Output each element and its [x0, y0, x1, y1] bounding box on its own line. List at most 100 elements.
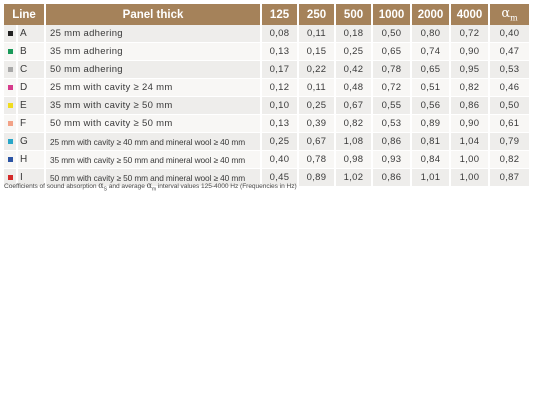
value-250: 0,11	[299, 25, 337, 43]
value-2000: 0,81	[412, 133, 452, 151]
panel-description: 50 mm adhering	[46, 61, 263, 79]
line-swatch-cell	[4, 169, 18, 187]
table-header-row: Line Panel thick 125 250 500 1000 2000 4…	[4, 4, 530, 25]
caption-alpha-s: α	[98, 181, 104, 190]
line-swatch-cell	[4, 25, 18, 43]
panel-description: 25 mm adhering	[46, 25, 263, 43]
panel-description: 35 mm with cavity ≥ 50 mm	[46, 97, 263, 115]
table-row: F 50 mm with cavity ≥ 50 mm 0,13 0,39 0,82 0,…	[4, 115, 530, 133]
caption-part1: Coefficients of sound absorption	[4, 183, 99, 190]
alpha-m-value: 0,53	[490, 61, 530, 79]
alpha-m-value: 0,87	[490, 169, 530, 187]
value-250: 0,25	[299, 97, 337, 115]
absorption-table-sheet: Line Panel thick 125 250 500 1000 2000 4…	[4, 4, 530, 187]
header-line: Line	[4, 4, 47, 25]
value-250: 0,67	[299, 133, 337, 151]
caption-sub-s: S	[103, 186, 107, 193]
value-1000: 0,55	[373, 97, 413, 115]
value-125: 0,12	[262, 79, 300, 97]
value-250: 0,22	[299, 61, 337, 79]
panel-description: 35 mm adhering	[46, 43, 263, 61]
value-125: 0,13	[262, 43, 300, 61]
line-color-swatch	[7, 156, 13, 162]
header-alpha-m: αm	[490, 4, 530, 25]
alpha-m-value: 0,47	[490, 43, 530, 61]
value-4000: 0,95	[451, 61, 491, 79]
value-250: 0,15	[299, 43, 337, 61]
value-4000: 0,82	[451, 79, 491, 97]
value-1000: 0,93	[373, 151, 413, 169]
value-1000: 0,72	[373, 79, 413, 97]
value-500: 1,02	[336, 169, 374, 187]
header-250: 250	[299, 4, 337, 25]
value-500: 0,25	[336, 43, 374, 61]
value-2000: 0,65	[412, 61, 452, 79]
alpha-m-value: 0,61	[490, 115, 530, 133]
table-row: B 35 mm adhering 0,13 0,15 0,25 0,65 0,74 0,90 0…	[4, 43, 530, 61]
header-1000: 1000	[373, 4, 413, 25]
caption-part3: interval values 125-4000 Hz (Frequencies…	[156, 183, 297, 190]
line-color-swatch	[7, 102, 13, 108]
alpha-m-value: 0,40	[490, 25, 530, 43]
value-250: 0,39	[299, 115, 337, 133]
value-4000: 1,00	[451, 151, 491, 169]
value-125: 0,17	[262, 61, 300, 79]
line-color-swatch	[7, 120, 13, 126]
value-500: 0,18	[336, 25, 374, 43]
line-color-swatch	[7, 30, 13, 36]
header-panel-thick: Panel thick	[46, 4, 263, 25]
value-2000: 0,80	[412, 25, 452, 43]
value-500: 0,67	[336, 97, 374, 115]
caption-part2: and average	[106, 183, 147, 190]
value-1000: 0,86	[373, 169, 413, 187]
panel-description: 50 mm with cavity ≥ 50 mm	[46, 115, 263, 133]
line-letter: F	[18, 115, 47, 133]
line-swatch-cell	[4, 151, 18, 169]
line-color-swatch	[7, 84, 13, 90]
value-250: 0,11	[299, 79, 337, 97]
header-2000: 2000	[412, 4, 452, 25]
line-letter: C	[18, 61, 47, 79]
value-4000: 1,00	[451, 169, 491, 187]
value-2000: 0,74	[412, 43, 452, 61]
absorption-table: Line Panel thick 125 250 500 1000 2000 4…	[4, 4, 530, 187]
line-letter: I	[18, 169, 47, 187]
table-row: E 35 mm with cavity ≥ 50 mm 0,10 0,25 0,67 0,…	[4, 97, 530, 115]
alpha-subscript: m	[510, 13, 518, 23]
table-row: D 25 mm with cavity ≥ 24 mm 0,12 0,11 0,48 0,…	[4, 79, 530, 97]
table-body: A 25 mm adhering 0,08 0,11 0,18 0,50 0,80 0,72 0…	[4, 25, 530, 187]
value-4000: 0,86	[451, 97, 491, 115]
alpha-m-value: 0,46	[490, 79, 530, 97]
table-row: I 50 mm with cavity ≥ 50 mm and mineral w…	[4, 169, 530, 187]
value-500: 0,42	[336, 61, 374, 79]
value-250: 0,78	[299, 151, 337, 169]
line-letter: G	[18, 133, 47, 151]
line-color-swatch	[7, 174, 13, 180]
value-125: 0,45	[262, 169, 300, 187]
value-2000: 0,51	[412, 79, 452, 97]
table-caption: Coefficients of sound absorption αS and …	[4, 181, 297, 192]
value-2000: 0,56	[412, 97, 452, 115]
table-row: C 50 mm adhering 0,17 0,22 0,42 0,78 0,65 0,95 0…	[4, 61, 530, 79]
value-125: 0,25	[262, 133, 300, 151]
value-4000: 0,72	[451, 25, 491, 43]
alpha-m-value: 0,50	[490, 97, 530, 115]
caption-sub-m: m	[151, 186, 157, 193]
value-250: 0,89	[299, 169, 337, 187]
line-color-swatch	[7, 48, 13, 54]
alpha-m-value: 0,82	[490, 151, 530, 169]
header-125: 125	[262, 4, 300, 25]
table-row: A 25 mm adhering 0,08 0,11 0,18 0,50 0,80 0,72 0…	[4, 25, 530, 43]
value-4000: 0,90	[451, 43, 491, 61]
line-letter: B	[18, 43, 47, 61]
panel-description: 35 mm with cavity ≥ 50 mm and mineral wo…	[46, 151, 263, 169]
value-500: 0,82	[336, 115, 374, 133]
value-1000: 0,86	[373, 133, 413, 151]
line-color-swatch	[7, 66, 13, 72]
value-2000: 0,84	[412, 151, 452, 169]
value-1000: 0,50	[373, 25, 413, 43]
line-swatch-cell	[4, 115, 18, 133]
line-swatch-cell	[4, 97, 18, 115]
caption-alpha-m: α	[146, 181, 152, 190]
line-swatch-cell	[4, 61, 18, 79]
